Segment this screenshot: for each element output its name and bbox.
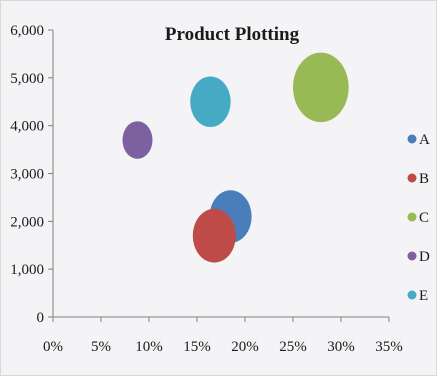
bubble-c	[293, 52, 349, 123]
x-tick-label: 0%	[43, 339, 63, 355]
bubble-d	[122, 121, 153, 159]
x-tick-label: 25%	[279, 339, 307, 355]
y-tick-label: 0	[37, 310, 45, 326]
legend-label-a: A	[419, 132, 430, 148]
legend-marker-d	[407, 251, 417, 261]
bubble-series	[122, 52, 349, 263]
legend: A B C D E	[407, 132, 430, 304]
x-tick-label: 5%	[91, 339, 111, 355]
chart-title: Product Plotting	[165, 24, 300, 45]
bubble-b	[192, 208, 236, 263]
x-tick-label: 35%	[375, 339, 403, 355]
x-tick-label: 20%	[231, 339, 259, 355]
y-tick-label: 6,000	[10, 23, 44, 39]
y-tick-label: 5,000	[10, 71, 44, 87]
legend-label-d: D	[419, 249, 430, 265]
x-tick-label: 15%	[183, 339, 211, 355]
legend-label-c: C	[419, 210, 429, 226]
y-tick-label: 2,000	[10, 214, 44, 230]
x-tick-label: 10%	[135, 339, 163, 355]
x-tick-label: 30%	[327, 339, 355, 355]
legend-marker-c	[407, 212, 417, 222]
legend-label-e: E	[419, 288, 428, 304]
y-tick-label: 1,000	[10, 262, 44, 278]
axes: 0 1,000 2,000 3,000 4,000 5,000 6,000 0% 5% 10% 15…	[10, 23, 403, 355]
y-tick-label: 4,000	[10, 119, 44, 135]
legend-marker-e	[407, 290, 417, 300]
bubble-e	[190, 76, 231, 128]
legend-marker-b	[407, 173, 417, 183]
y-tick-label: 3,000	[10, 167, 44, 183]
legend-label-b: B	[419, 171, 429, 187]
legend-marker-a	[407, 134, 417, 144]
